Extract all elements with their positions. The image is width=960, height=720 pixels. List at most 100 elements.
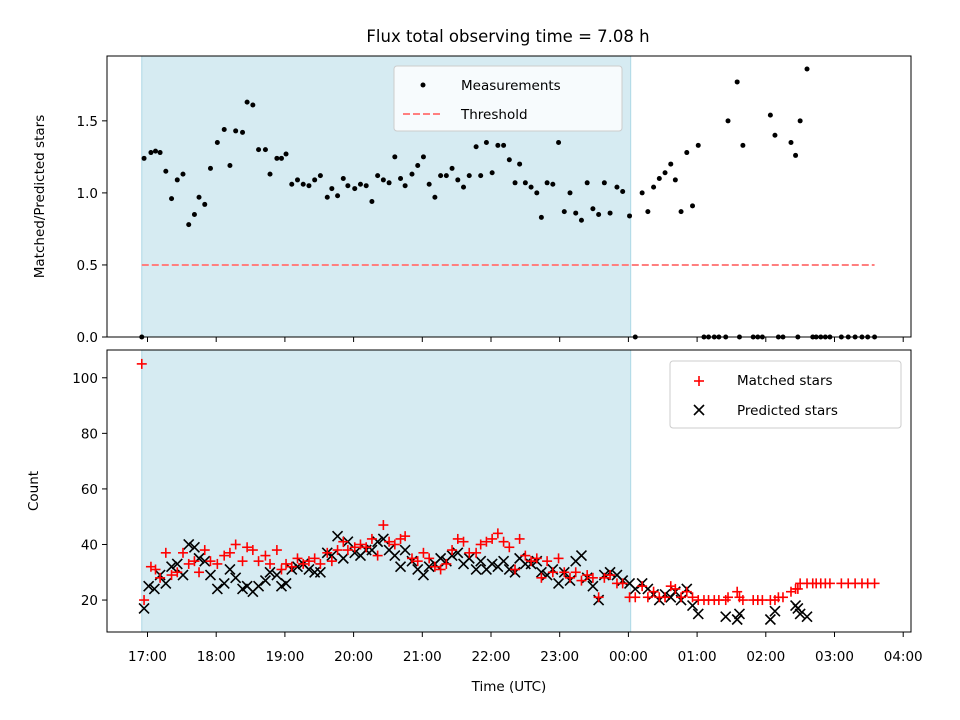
measurement-point — [495, 142, 501, 148]
matched-point — [617, 578, 628, 589]
measurement-point — [506, 157, 512, 163]
measurement-point — [432, 194, 438, 200]
measurement-point — [283, 151, 289, 157]
measurement-point — [461, 184, 467, 190]
y-tick-label: 20 — [81, 593, 98, 609]
matched-point — [177, 547, 188, 558]
measurement-point — [324, 194, 330, 200]
x-tick-label: 19:00 — [265, 649, 304, 665]
matched-point — [452, 533, 463, 544]
matched-point — [194, 567, 205, 578]
legend-matched-label: Matched stars — [737, 373, 833, 389]
predicted-point — [435, 552, 447, 564]
predicted-point — [794, 608, 806, 620]
matched-point — [260, 550, 271, 561]
measurement-point — [528, 184, 534, 190]
measurement-point — [312, 177, 318, 183]
measurement-point — [240, 129, 246, 135]
matched-point — [224, 547, 235, 558]
predicted-point — [218, 577, 230, 589]
measurement-point — [573, 210, 579, 216]
matched-point — [498, 536, 509, 547]
matched-point — [265, 558, 276, 569]
ratio-legend: Measurements Threshold — [393, 65, 623, 132]
matched-point — [441, 558, 452, 569]
predicted-point — [303, 563, 315, 576]
matched-point — [205, 556, 216, 567]
matched-point — [271, 545, 282, 556]
measurement-point — [601, 180, 607, 186]
x-tick-label: 04:00 — [884, 649, 923, 665]
measurement-point — [561, 209, 567, 215]
measurement-point — [274, 155, 280, 161]
matched-point — [406, 553, 417, 564]
measurement-point — [345, 183, 351, 189]
predicted-point — [692, 608, 704, 620]
matched-point — [298, 558, 309, 569]
predicted-point — [171, 558, 183, 570]
measurement-point — [620, 188, 626, 194]
measurement-point — [196, 194, 202, 200]
predicted-point — [394, 561, 407, 573]
measurement-point — [415, 163, 421, 169]
measurement-point — [398, 175, 404, 181]
matched-point — [400, 531, 411, 542]
count-marks — [136, 358, 880, 626]
measurement-point — [639, 190, 645, 196]
predicted-point — [271, 569, 283, 581]
matched-point — [777, 592, 788, 603]
measurement-point — [797, 118, 803, 124]
count-legend-box — [669, 360, 902, 429]
count-panel: 20 40 60 80 100 17:00 18:00 19:00 20:00 21:00 22:… — [26, 349, 923, 695]
legend-predicted-marker — [693, 404, 705, 416]
observing-interval-shade-lower — [141, 349, 632, 633]
predicted-point — [280, 577, 292, 589]
measurement-point — [662, 170, 668, 176]
x-tick-label: 23:00 — [540, 649, 579, 665]
matched-point — [514, 533, 525, 544]
measurement-point — [607, 210, 613, 216]
predicted-point — [252, 580, 265, 592]
measurement-point — [174, 177, 180, 183]
y-tick-label: 40 — [81, 537, 98, 553]
matched-point — [139, 595, 150, 606]
predicted-point — [332, 530, 344, 542]
matched-point — [593, 592, 604, 603]
count-y-axis-label: Count — [26, 471, 42, 511]
predicted-point — [470, 563, 482, 576]
matched-point — [582, 570, 593, 581]
measurement-point — [734, 79, 740, 85]
x-tick-label: 21:00 — [403, 649, 442, 665]
matched-point — [536, 572, 547, 583]
y-tick-label: 1.5 — [77, 114, 98, 130]
matched-point — [361, 542, 372, 553]
measurement-point — [656, 175, 662, 181]
measurement-point — [740, 142, 746, 148]
ratio-panel: 0.0 0.5 1.0 1.5 Matched/Predicted stars Mea… — [32, 55, 912, 346]
matched-point — [378, 520, 389, 531]
measurement-point — [449, 165, 455, 171]
y-tick-label: 0.0 — [77, 330, 98, 346]
legend-cross-glyph — [693, 404, 705, 416]
measurement-point — [538, 214, 544, 220]
matched-point — [389, 539, 400, 550]
measurement-point — [244, 99, 250, 105]
matched-point — [458, 536, 469, 547]
measurement-point — [278, 155, 284, 161]
matched-point — [435, 564, 446, 575]
ratio-legend-box — [393, 65, 623, 132]
y-tick-label: 1.0 — [77, 186, 98, 202]
matched-point — [338, 536, 349, 547]
measurement-point — [443, 173, 449, 179]
predicted-point — [143, 580, 155, 592]
predicted-point — [535, 566, 547, 578]
matched-point — [160, 547, 171, 558]
count-y-ticks: 20 40 60 80 100 — [72, 371, 107, 609]
matched-point — [492, 528, 503, 539]
measurement-point — [267, 171, 273, 177]
matched-point — [723, 592, 734, 603]
matched-point — [286, 561, 297, 572]
predicted-point — [720, 611, 732, 623]
matched-point — [189, 556, 200, 567]
matched-point — [481, 536, 492, 547]
